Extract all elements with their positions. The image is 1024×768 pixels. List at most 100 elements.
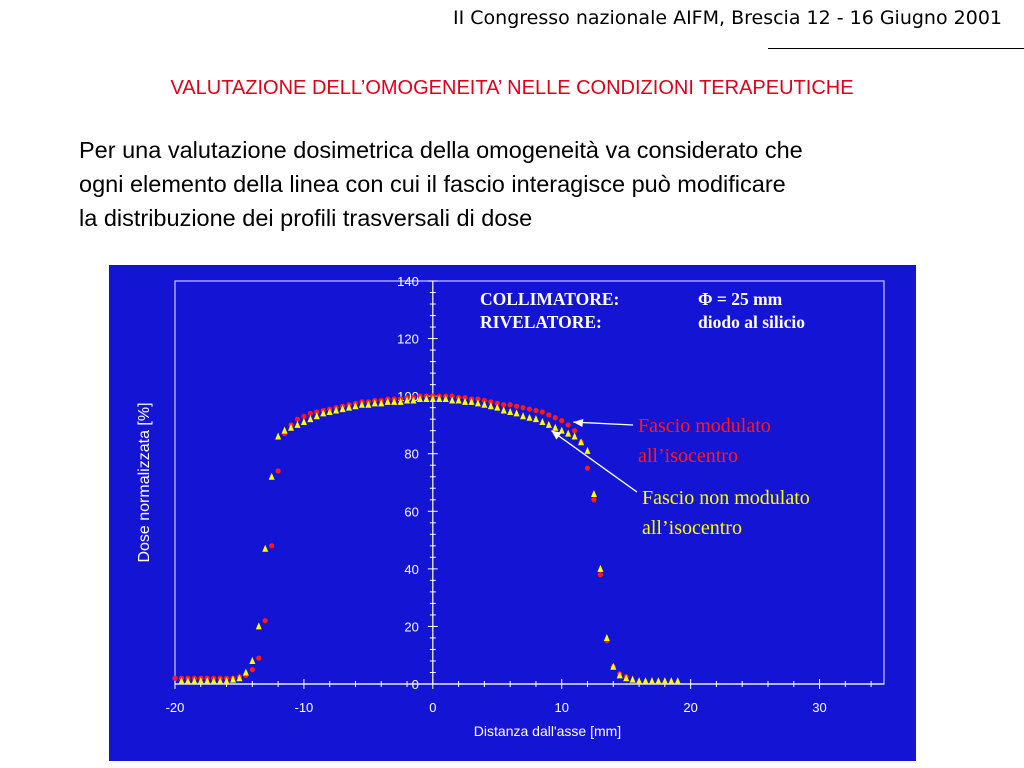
series-label-modulated: Fascio modulato [638,415,771,437]
data-point-modulated [514,403,520,409]
data-point-unmodulated [352,402,359,410]
data-point-unmodulated [603,633,610,641]
data-point-unmodulated [378,399,385,407]
data-point-unmodulated [410,396,417,404]
data-point-modulated [597,572,603,578]
data-point-unmodulated [436,395,443,403]
data-point-modulated [591,497,597,503]
data-point-unmodulated [346,403,353,411]
y-tick-label: 60 [404,504,418,519]
x-axis-title: Distanza dall'asse [mm] [474,723,621,739]
data-point-unmodulated [371,399,378,407]
data-point-unmodulated [358,400,365,408]
series-label-modulated: all’isocentro [638,445,738,467]
data-point-unmodulated [539,418,546,426]
data-point-unmodulated [333,406,340,414]
data-point-unmodulated [249,656,256,664]
series-label-unmodulated: Fascio non modulato [642,487,810,509]
data-point-modulated [314,409,320,415]
data-point-unmodulated [590,490,597,498]
info-value: diodo al silicio [698,312,805,332]
slide-title: VALUTAZIONE DELL’OMOGENEITA’ NELLE CONDI… [170,77,854,99]
data-point-unmodulated [313,412,320,420]
data-point-unmodulated [365,400,372,408]
data-point-unmodulated [255,622,262,630]
y-tick-label: 40 [404,562,418,577]
intro-line: Per una valutazione dosimetrica della om… [79,137,803,163]
data-point-unmodulated [242,668,249,676]
data-point-modulated [494,400,500,406]
data-point-unmodulated [526,413,533,421]
data-point-unmodulated [320,409,327,417]
data-point-unmodulated [661,677,668,685]
data-point-modulated [449,393,455,399]
data-point-unmodulated [288,423,295,431]
data-point-unmodulated [217,677,224,685]
data-point-modulated [294,416,301,422]
chart-canvas: 020406080100120140-20-100102030Distanza … [136,274,885,739]
data-point-unmodulated [404,396,411,404]
conference-header: II Congresso nazionale AIFM, Brescia 12 … [453,7,1002,29]
series-label-unmodulated: all’isocentro [642,517,742,539]
data-point-unmodulated [268,472,275,480]
data-point-modulated [501,402,507,408]
data-point-unmodulated [584,446,591,454]
data-point-modulated [262,618,268,624]
data-point-unmodulated [623,674,630,682]
data-point-unmodulated [442,395,449,403]
data-point-unmodulated [474,399,481,407]
y-tick-label: 0 [412,677,419,692]
data-point-unmodulated [178,677,185,685]
data-point-modulated [546,412,552,418]
intro-paragraph: Per una valutazione dosimetrica della om… [79,133,979,235]
data-point-modulated [552,415,558,421]
data-point-unmodulated [571,432,578,440]
data-point-unmodulated [655,677,662,685]
data-point-modulated [172,675,178,681]
data-point-unmodulated [629,675,636,683]
data-point-unmodulated [462,397,469,405]
data-point-unmodulated [391,397,398,405]
y-tick-label: 80 [404,447,418,462]
data-point-modulated [539,409,545,415]
data-point-modulated [559,418,565,424]
info-label: RIVELATORE: [480,312,602,332]
data-point-modulated [256,655,262,661]
data-point-unmodulated [597,564,604,572]
data-point-modulated [533,407,539,414]
info-value: Φ = 25 mm [698,289,783,309]
data-point-unmodulated [300,418,307,426]
data-point-unmodulated [552,423,559,431]
callout-arrow-modulated [573,419,634,428]
callout-arrow-unmodulated [551,430,638,493]
data-point-unmodulated [481,400,488,408]
data-point-unmodulated [532,415,539,423]
data-point-modulated [572,428,578,434]
data-point-unmodulated [494,403,501,411]
data-point-unmodulated [648,677,655,685]
data-point-unmodulated [674,677,681,685]
x-tick-label: 30 [812,700,826,715]
plot-frame [174,280,885,685]
data-point-unmodulated [545,420,552,428]
data-point-unmodulated [610,662,617,670]
y-tick-label: 120 [397,332,419,347]
data-point-unmodulated [397,397,404,405]
data-point-unmodulated [513,409,520,417]
dose-profile-chart: 020406080100120140-20-100102030Distanza … [109,265,916,761]
data-point-unmodulated [558,426,565,434]
data-point-unmodulated [423,395,430,403]
y-tick-label: 20 [404,619,418,634]
data-point-unmodulated [230,675,237,683]
y-tick-label: 140 [397,274,419,289]
data-point-unmodulated [204,677,211,685]
data-point-unmodulated [275,432,282,440]
data-point-unmodulated [636,677,643,685]
data-point-modulated [307,410,313,417]
data-point-unmodulated [416,395,423,403]
data-point-modulated [584,465,591,471]
x-tick-label: 0 [429,700,436,715]
data-point-modulated [481,397,487,404]
data-point-unmodulated [191,677,198,685]
data-point-unmodulated [236,674,243,682]
